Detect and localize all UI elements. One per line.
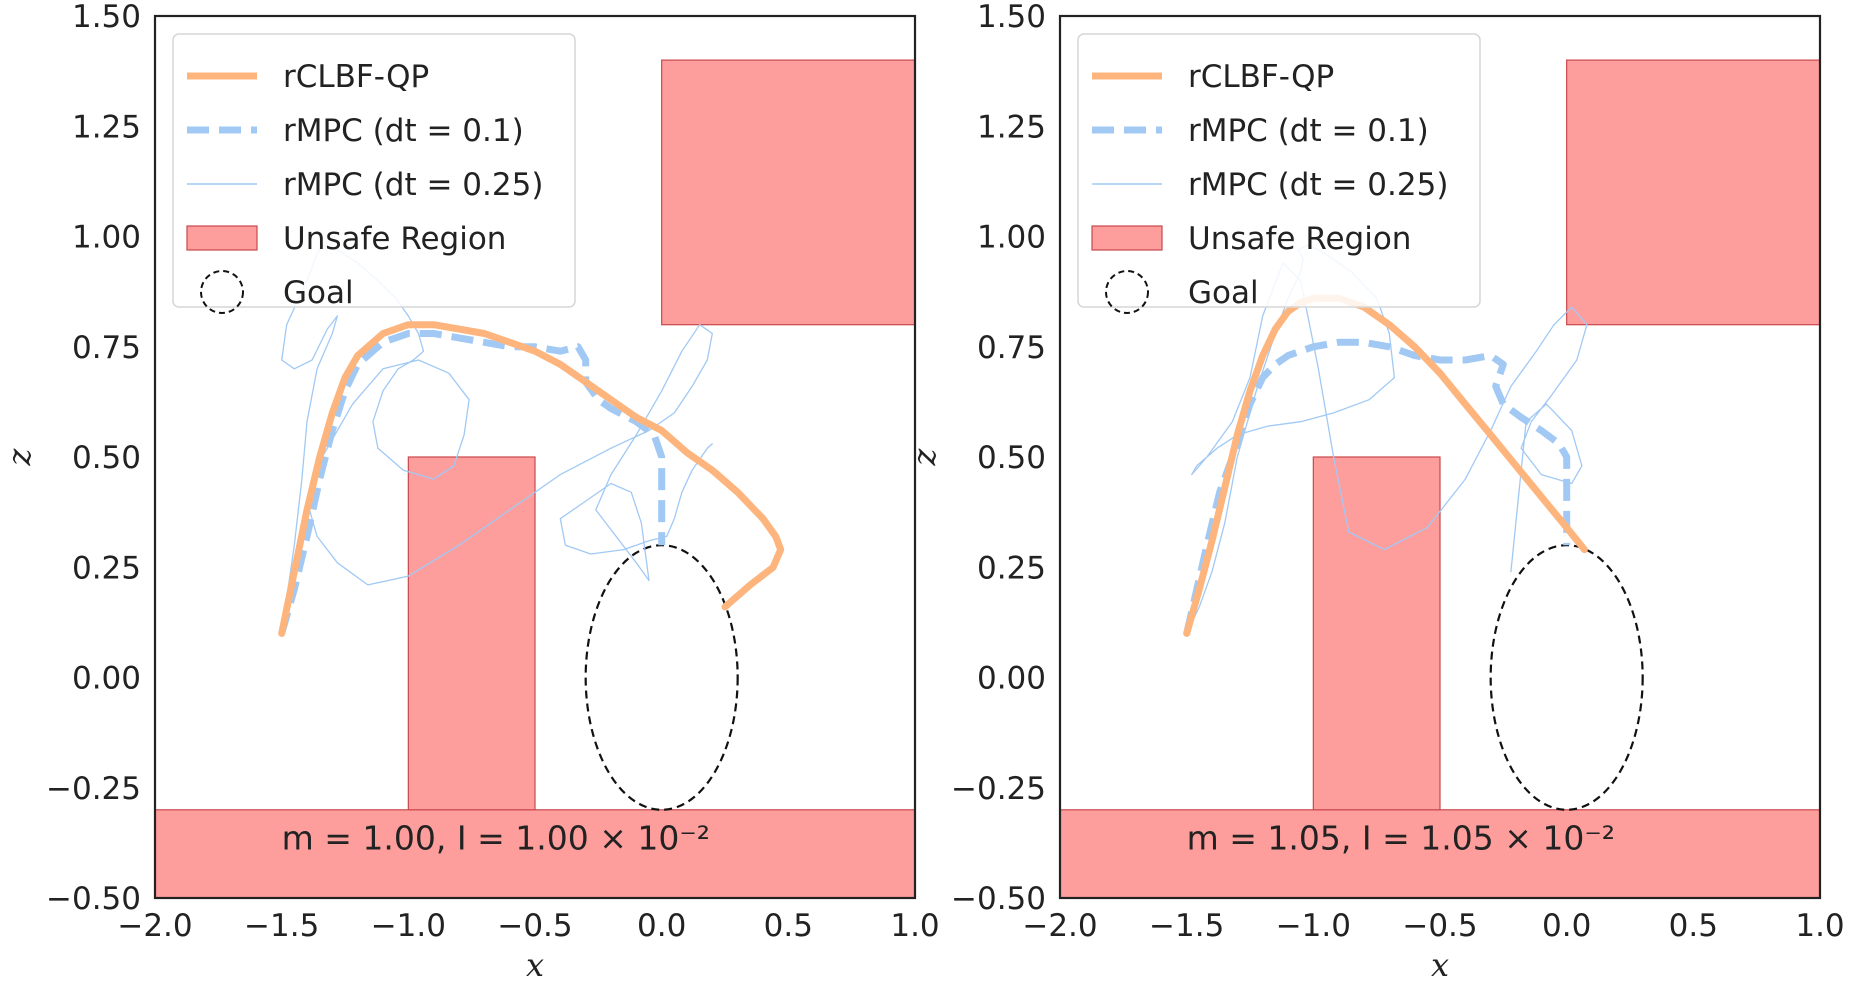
axes-frame — [1058, 14, 1822, 900]
y-tick-label: −0.50 — [951, 881, 1046, 917]
legend-label-rmpc-dt-0-1: rMPC (dt = 0.1) — [1188, 113, 1429, 149]
x-tick-label: −0.5 — [1402, 908, 1477, 944]
x-tick-label: −1.0 — [371, 908, 446, 944]
y-tick-label: 1.50 — [977, 0, 1046, 35]
unsafe-region-2 — [1312, 456, 1441, 811]
y-tick-label: −0.25 — [46, 771, 141, 807]
y-tick-label: 1.50 — [72, 0, 141, 35]
x-tick-label: −0.5 — [497, 908, 572, 944]
y-tick-label: 1.25 — [977, 109, 1046, 145]
legend-frame — [1077, 33, 1481, 308]
x-tick-label: 0.5 — [1669, 908, 1718, 944]
y-tick-label: 0.75 — [977, 330, 1046, 366]
legend-frame — [172, 33, 576, 308]
y-tick-label: −0.50 — [46, 881, 141, 917]
legend-label-rclbf-qp: rCLBF-QP — [283, 59, 429, 95]
series-line-rmpc-dt-0-1 — [278, 330, 666, 635]
y-tick-label: 1.00 — [977, 220, 1046, 256]
legend-label-unsafe-region: Unsafe Region — [283, 221, 506, 257]
y-tick-label: 0.25 — [72, 550, 141, 586]
legend-label-rclbf-qp: rCLBF-QP — [1188, 59, 1334, 95]
series-line-rclbf-qp — [278, 321, 785, 637]
parameter-annotation: m = 1.00, I = 1.00 × 10⁻² — [282, 818, 710, 857]
x-tick-label: −1.5 — [244, 908, 319, 944]
right-subplot: −2.0 −1.5 −1.0 −0.5 0.0 0.5 1.0 −0.50 −0.25 0.00 0… — [905, 0, 1845, 984]
left-subplot: −2.0 −1.5 −1.0 −0.5 0.0 0.5 1.0 −0.50 −0.25 0.00 0… — [0, 0, 940, 984]
legend-label-goal: Goal — [283, 275, 354, 311]
unsafe-region-1 — [1060, 809, 1820, 898]
legend-label-goal: Goal — [1188, 275, 1259, 311]
x-tick-label: −1.0 — [1276, 908, 1351, 944]
x-tick-label: −2.0 — [1022, 908, 1097, 944]
x-axis-label: x — [526, 946, 544, 984]
x-tick-label: −2.0 — [117, 908, 192, 944]
legend: rCLBF-QP rMPC (dt = 0.1) rMPC (dt = 0.25) U… — [1077, 33, 1481, 314]
unsafe-region-1 — [155, 809, 915, 898]
unsafe-region-2 — [407, 456, 536, 811]
unsafe-region-3 — [661, 59, 915, 326]
legend: rCLBF-QP rMPC (dt = 0.1) rMPC (dt = 0.25) U… — [172, 33, 576, 314]
legend-label-rmpc-dt-0-25: rMPC (dt = 0.25) — [1188, 167, 1448, 203]
y-tick-label: 1.25 — [72, 109, 141, 145]
legend-swatch-unsafe-region — [186, 225, 258, 251]
y-tick-label: 0.75 — [72, 330, 141, 366]
parameter-annotation: m = 1.05, I = 1.05 × 10⁻² — [1187, 818, 1615, 857]
y-tick-label: 1.00 — [72, 220, 141, 256]
x-tick-label: 0.0 — [1542, 908, 1591, 944]
x-axis-label: x — [1431, 946, 1449, 984]
y-axis-label: z — [905, 447, 943, 466]
legend-swatch-goal — [1105, 270, 1149, 314]
x-tick-label: 1.0 — [1795, 908, 1844, 944]
x-tick-label: −1.5 — [1149, 908, 1224, 944]
legend-label-unsafe-region: Unsafe Region — [1188, 221, 1411, 257]
y-tick-label: 0.50 — [977, 440, 1046, 476]
x-tick-label: 1.0 — [890, 908, 939, 944]
x-tick-label: 0.5 — [764, 908, 813, 944]
y-axis-label: z — [0, 447, 38, 466]
y-tick-label: −0.25 — [951, 771, 1046, 807]
legend-swatch-goal — [200, 270, 244, 314]
y-tick-label: 0.50 — [72, 440, 141, 476]
y-tick-label: 0.25 — [977, 550, 1046, 586]
y-tick-label: 0.00 — [977, 661, 1046, 697]
y-tick-label: 0.00 — [72, 661, 141, 697]
legend-label-rmpc-dt-0-1: rMPC (dt = 0.1) — [283, 113, 524, 149]
x-tick-label: 0.0 — [637, 908, 686, 944]
legend-swatch-unsafe-region — [1091, 225, 1163, 251]
legend-label-rmpc-dt-0-25: rMPC (dt = 0.25) — [283, 167, 543, 203]
axes-frame — [153, 14, 917, 900]
unsafe-region-3 — [1566, 59, 1820, 326]
